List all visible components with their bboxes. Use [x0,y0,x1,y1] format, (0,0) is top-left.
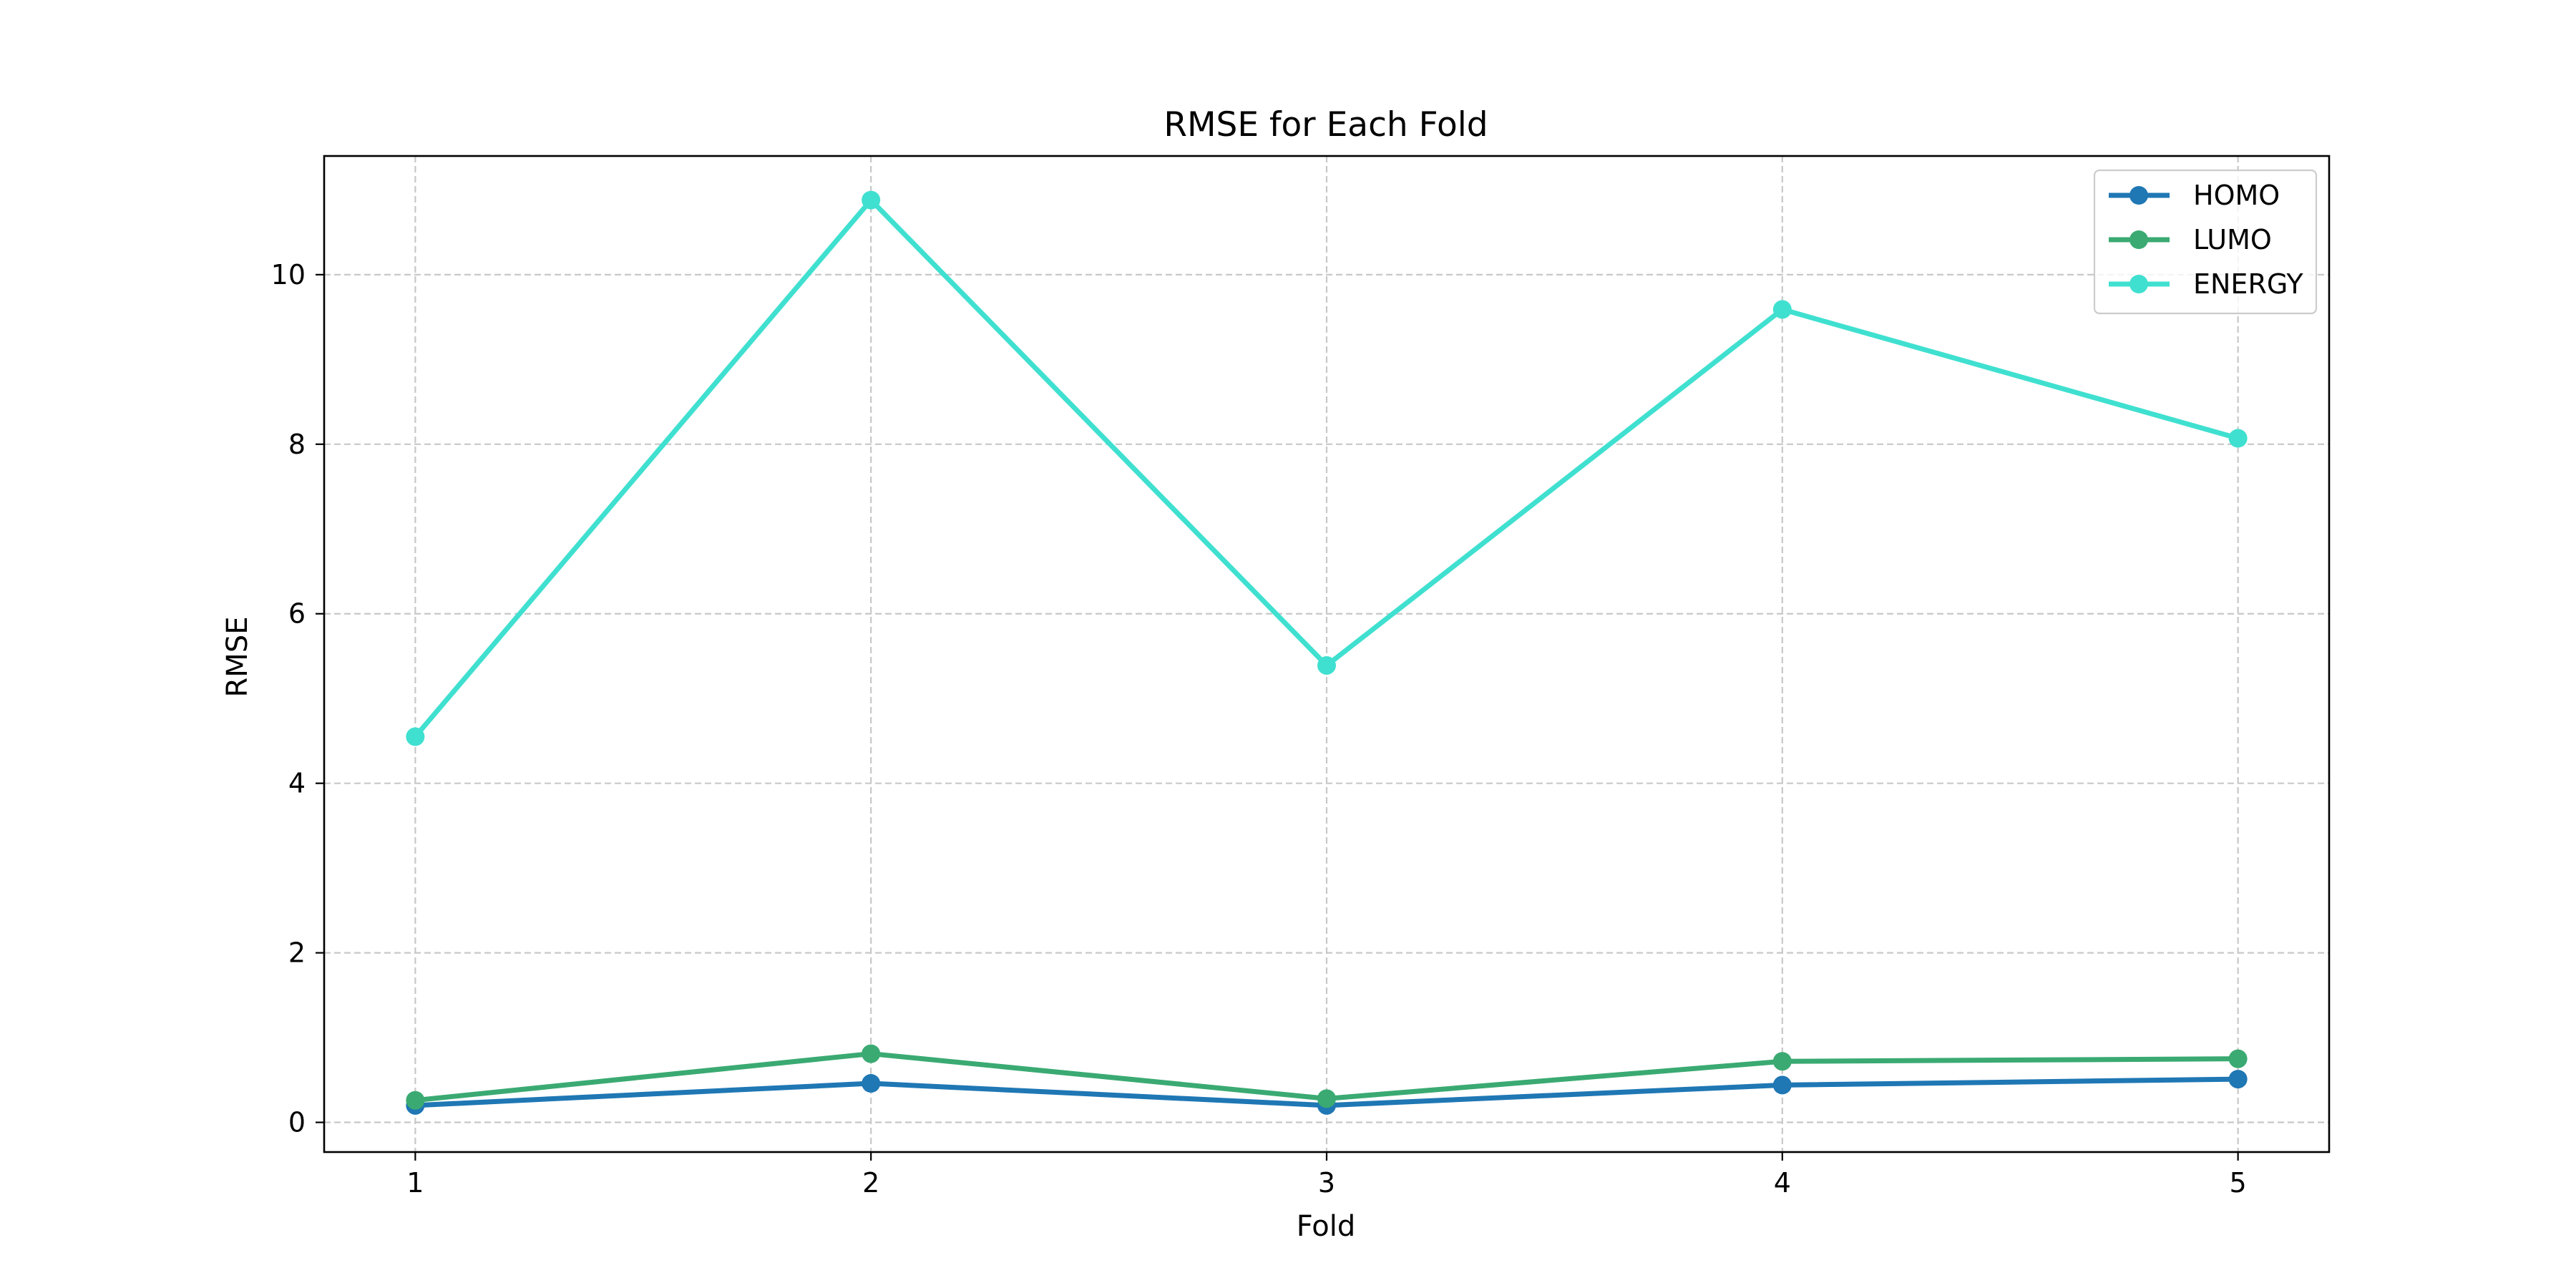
legend-marker [2129,275,2148,293]
y-tick-label: 6 [288,598,306,630]
series-layer [406,190,2248,1115]
legend-label: HOMO [2193,180,2280,211]
legend-item-homo: HOMO [2109,180,2280,211]
data-point-energy [2228,429,2248,448]
data-point-lumo [1772,1052,1792,1071]
chart-title: RMSE for Each Fold [1163,105,1488,145]
data-point-energy [862,190,881,210]
data-point-homo [862,1074,881,1093]
y-axis-label: RMSE [221,617,254,698]
series-lumo [406,1044,2248,1110]
data-point-homo [1772,1075,1792,1095]
x-axis-label: Fold [1297,1210,1356,1243]
series-energy [406,190,2248,746]
y-tick-label: 0 [288,1107,306,1138]
legend: HOMO LUMO ENERGY [2093,169,2318,315]
grid [324,156,2329,1152]
x-tick-label: 5 [2230,1167,2247,1199]
x-tick-label: 4 [1774,1167,1791,1199]
data-point-lumo [1317,1089,1336,1108]
x-tick-label: 2 [862,1167,879,1199]
data-point-energy [1772,300,1792,319]
legend-marker [2129,186,2148,205]
data-point-energy [1317,655,1336,675]
legend-marker [2129,230,2148,249]
data-point-homo [2228,1070,2248,1089]
x-tick-label: 3 [1318,1167,1335,1199]
y-tick-label: 2 [288,937,306,969]
data-point-energy [406,727,425,746]
legend-label: LUMO [2193,224,2272,255]
legend-box [2093,169,2318,315]
y-tick-label: 10 [271,259,306,291]
y-tick-label: 8 [288,429,306,460]
data-point-lumo [2228,1049,2248,1068]
legend-item-lumo: LUMO [2109,224,2272,255]
data-point-lumo [406,1091,425,1110]
legend-item-energy: ENERGY [2109,268,2303,300]
data-point-lumo [862,1044,881,1063]
y-tick-label: 4 [288,768,306,799]
axis-ticks: 1 2 3 4 5 0 2 4 6 8 10 [271,259,2247,1199]
x-tick-label: 1 [406,1167,424,1199]
legend-label: ENERGY [2193,268,2303,300]
